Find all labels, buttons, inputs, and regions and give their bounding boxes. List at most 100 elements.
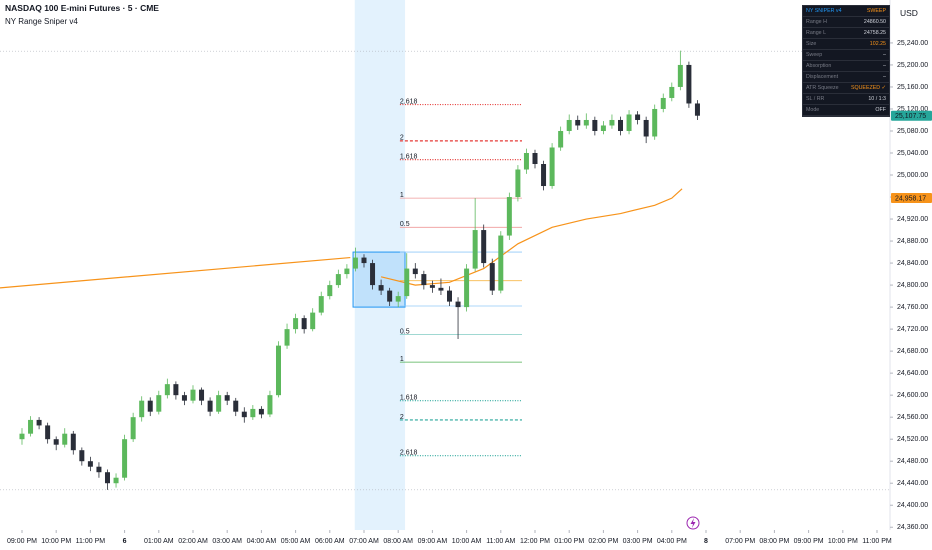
candle-body (233, 400, 239, 412)
candle-body (275, 345, 281, 396)
candle-body (549, 147, 555, 187)
candle-body (652, 108, 658, 137)
candle-body (558, 130, 564, 148)
candle-body (19, 433, 25, 440)
row-value: – (883, 63, 886, 69)
row-value: 102.25 (869, 41, 886, 47)
level-label: 1 (400, 356, 404, 363)
y-tick-label: 24,360.00 (897, 524, 928, 531)
y-tick-label: 25,000.00 (897, 172, 928, 179)
y-tick-label: 24,720.00 (897, 326, 928, 333)
panel-row: Sweep – (803, 50, 889, 61)
candle-body (600, 125, 606, 131)
candle-body (62, 433, 68, 445)
y-tick-label: 24,920.00 (897, 216, 928, 223)
candle-body (515, 169, 521, 198)
y-tick-label: 24,760.00 (897, 304, 928, 311)
candle-body (318, 296, 324, 313)
candle-body (506, 197, 512, 236)
y-tick-label: 25,240.00 (897, 40, 928, 47)
level-label: 0.5 (400, 328, 410, 335)
level-label: 1.618 (400, 395, 418, 402)
info-panel: NY SNIPER v4 SWEEP Range H 24860.50 Range … (802, 5, 890, 117)
candle-body (370, 263, 376, 286)
panel-status: SWEEP (866, 8, 886, 14)
candle-body (429, 285, 435, 288)
candle-body (344, 268, 350, 275)
row-label: Range H (806, 19, 827, 25)
row-label: ATR Squeeze (806, 85, 839, 91)
candle-body (293, 318, 299, 330)
candle-body (250, 408, 256, 418)
y-tick-label: 25,120.00 (897, 106, 928, 113)
y-tick-label: 24,800.00 (897, 282, 928, 289)
panel-row: Range L 24758.25 (803, 28, 889, 39)
candle-body (412, 268, 418, 275)
candle-body (301, 318, 307, 330)
panel-row: Mode OFF (803, 105, 889, 116)
row-value: 24758.25 (863, 30, 886, 36)
panel-row: Displacement – (803, 72, 889, 83)
candle-body (378, 285, 384, 291)
x-tick-label: 07:00 PM (725, 538, 755, 545)
row-value: SQUEEZED ✓ (850, 85, 886, 91)
x-tick-label: 02:00 AM (178, 538, 208, 545)
candle-body (643, 119, 649, 137)
panel-row: Absorption – (803, 61, 889, 72)
price-badge (891, 110, 932, 121)
candle-body (139, 400, 145, 418)
candle-body (626, 114, 632, 131)
candle-body (267, 395, 273, 415)
x-tick-label: 05:00 AM (281, 538, 311, 545)
candle-body (523, 153, 529, 170)
candle-body (224, 395, 230, 401)
candle-body (464, 268, 470, 308)
x-tick-label: 04:00 AM (247, 538, 277, 545)
x-tick-label: 11:00 AM (486, 538, 515, 545)
level-label: 2.618 (400, 450, 418, 457)
panel-header: NY SNIPER v4 SWEEP (803, 6, 889, 17)
y-tick-label: 24,640.00 (897, 370, 928, 377)
candle-body (446, 290, 452, 302)
candle-body (53, 439, 59, 445)
candle-body (241, 411, 247, 418)
candle-body (190, 389, 196, 401)
candle-body (147, 400, 153, 412)
price-badge-label: 25,107.75 (895, 113, 926, 120)
candle-body (541, 164, 547, 187)
y-tick-label: 24,680.00 (897, 348, 928, 355)
x-tick-label: 09:00 PM (794, 538, 824, 545)
y-tick-label: 24,520.00 (897, 436, 928, 443)
candle-body (164, 384, 170, 396)
y-tick-label: 24,440.00 (897, 480, 928, 487)
x-tick-label: 03:00 AM (212, 538, 242, 545)
candle-body (156, 395, 162, 412)
candle-body (583, 119, 589, 126)
panel-row: Range H 24860.50 (803, 17, 889, 28)
row-value: 24860.50 (863, 19, 886, 25)
level-label: 2.618 (400, 98, 418, 105)
candle-body (455, 301, 461, 308)
x-tick-label: 01:00 AM (144, 538, 174, 545)
currency: USD (900, 8, 918, 18)
candle-body (310, 312, 316, 330)
candle-body (207, 400, 213, 412)
candle-body (694, 103, 700, 116)
x-tick-label: 02:00 PM (588, 538, 618, 545)
y-tick-label: 24,880.00 (897, 238, 928, 245)
row-label: Mode (806, 107, 820, 113)
candle-body (79, 450, 85, 462)
level-label: 1.618 (400, 153, 418, 160)
candle-body (352, 257, 358, 269)
x-tick-label: 04:00 PM (657, 538, 687, 545)
panel-row: ATR Squeeze SQUEEZED ✓ (803, 83, 889, 94)
x-tick-label: 12:00 PM (520, 538, 550, 545)
y-tick-label: 24,560.00 (897, 414, 928, 421)
x-tick-label: 8 (704, 538, 708, 545)
y-tick-label: 25,160.00 (897, 84, 928, 91)
candle-body (28, 419, 34, 434)
row-value: – (883, 52, 886, 58)
candle-body (96, 466, 102, 473)
